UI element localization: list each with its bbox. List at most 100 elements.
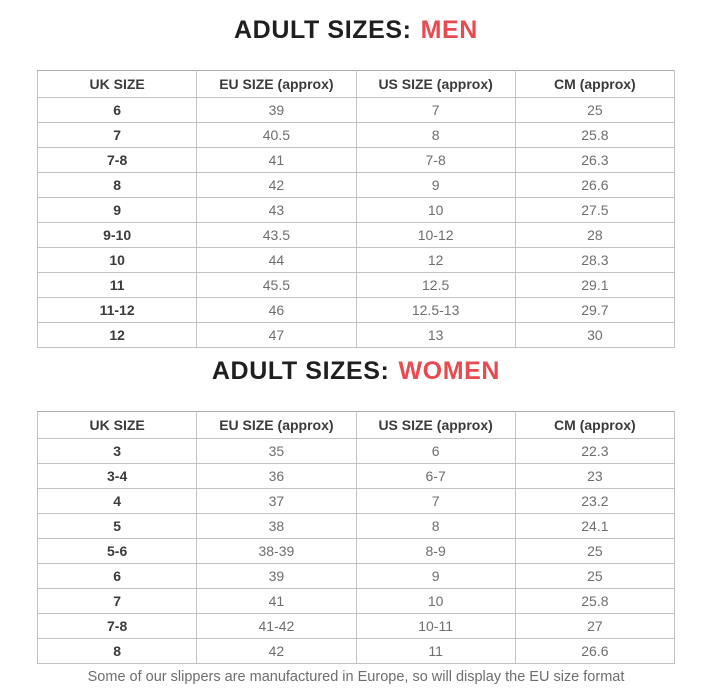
table-cell: 4 [36,488,198,514]
eu-size-footnote: Some of our slippers are manufactured in… [87,669,625,685]
table-row: 4 37 7 23.2 [36,488,676,514]
women-title-prefix: ADULT SIZES: [211,357,390,385]
table-row: 6 39 9 25 [36,563,676,589]
table-cell: 41 [196,588,357,614]
table-row: 9-10 43.5 10-12 28 [36,222,676,248]
table-cell: 42 [196,638,357,664]
table-cell: 7-8 [355,147,516,173]
table-cell: 29.7 [514,297,676,323]
column-header: EU SIZE (approx) [196,411,357,439]
table-cell: 7 [355,97,516,123]
column-header: CM (approx) [514,411,676,439]
table-cell: 7 [36,588,198,614]
table-cell: 25 [514,538,676,564]
table-cell: 23.2 [514,488,676,514]
table-cell: 3 [36,438,198,464]
column-header: US SIZE (approx) [355,411,516,439]
table-cell: 9 [36,197,198,223]
men-title-highlight: MEN [420,16,478,44]
table-cell: 8-9 [355,538,516,564]
table-row: 8 42 9 26.6 [36,172,676,198]
table-row: 11-12 46 12.5-13 29.7 [36,297,676,323]
table-cell: 9 [355,563,516,589]
table-cell: 35 [196,438,357,464]
table-cell: 25.8 [514,122,676,148]
table-cell: 9 [355,172,516,198]
table-row: 7 40.5 8 25.8 [36,122,676,148]
table-cell: 43 [196,197,357,223]
table-row: 7 41 10 25.8 [36,588,676,614]
table-cell: 7 [355,488,516,514]
table-cell: 5 [36,513,198,539]
table-cell: 8 [355,122,516,148]
table-cell: 40.5 [196,122,357,148]
table-cell: 6-7 [355,463,516,489]
table-cell: 38-39 [196,538,357,564]
table-cell: 6 [36,97,198,123]
table-cell: 23 [514,463,676,489]
table-cell: 10-12 [355,222,516,248]
table-cell: 22.3 [514,438,676,464]
table-cell: 8 [36,638,198,664]
men-sizes-section: ADULT SIZES: MEN UK SIZE EU SIZE (approx) U… [0,16,712,348]
table-cell: 10 [355,197,516,223]
table-cell: 36 [196,463,357,489]
table-cell: 45.5 [196,272,357,298]
women-sizes-section: ADULT SIZES: WOMEN UK SIZE EU SIZE (approx… [0,357,712,664]
column-header: UK SIZE [36,411,198,439]
table-cell: 13 [355,322,516,348]
table-cell: 42 [196,172,357,198]
table-cell: 10 [36,247,198,273]
table-cell: 41 [196,147,357,173]
table-cell: 43.5 [196,222,357,248]
table-cell: 25 [514,97,676,123]
table-cell: 26.6 [514,172,676,198]
table-cell: 11 [355,638,516,664]
table-cell: 6 [355,438,516,464]
table-cell: 11-12 [36,297,198,323]
men-section-title: ADULT SIZES: MEN [0,16,712,45]
table-cell: 30 [514,322,676,348]
header-row: UK SIZE EU SIZE (approx) US SIZE (approx) C… [36,411,676,439]
table-cell: 37 [196,488,357,514]
table-cell: 25 [514,563,676,589]
table-cell: 8 [36,172,198,198]
table-cell: 6 [36,563,198,589]
table-row: 7-8 41-42 10-11 27 [36,613,676,639]
table-cell: 5-6 [36,538,198,564]
table-row: 9 43 10 27.5 [36,197,676,223]
table-cell: 12 [355,247,516,273]
table-row: 10 44 12 28.3 [36,247,676,273]
table-cell: 27.5 [514,197,676,223]
table-cell: 12 [36,322,198,348]
table-cell: 10 [355,588,516,614]
table-row: 12 47 13 30 [36,322,676,348]
column-header: UK SIZE [36,70,198,98]
table-row: 5-6 38-39 8-9 25 [36,538,676,564]
table-cell: 26.6 [514,638,676,664]
men-title-prefix: ADULT SIZES: [234,16,412,44]
table-row: 3 35 6 22.3 [36,438,676,464]
table-cell: 12.5-13 [355,297,516,323]
table-cell: 11 [36,272,198,298]
table-cell: 24.1 [514,513,676,539]
table-row: 5 38 8 24.1 [36,513,676,539]
table-cell: 12.5 [355,272,516,298]
table-cell: 39 [196,563,357,589]
table-cell: 10-11 [355,613,516,639]
women-title-highlight: WOMEN [398,357,501,385]
table-row: 6 39 7 25 [36,97,676,123]
table-cell: 29.1 [514,272,676,298]
table-cell: 7-8 [36,613,198,639]
table-cell: 8 [355,513,516,539]
table-cell: 3-4 [36,463,198,489]
table-cell: 27 [514,613,676,639]
men-size-table: UK SIZE EU SIZE (approx) US SIZE (approx) C… [36,70,676,348]
header-row: UK SIZE EU SIZE (approx) US SIZE (approx) C… [36,70,676,98]
column-header: EU SIZE (approx) [196,70,357,98]
column-header: US SIZE (approx) [355,70,516,98]
table-cell: 28.3 [514,247,676,273]
table-cell: 7-8 [36,147,198,173]
table-cell: 7 [36,122,198,148]
